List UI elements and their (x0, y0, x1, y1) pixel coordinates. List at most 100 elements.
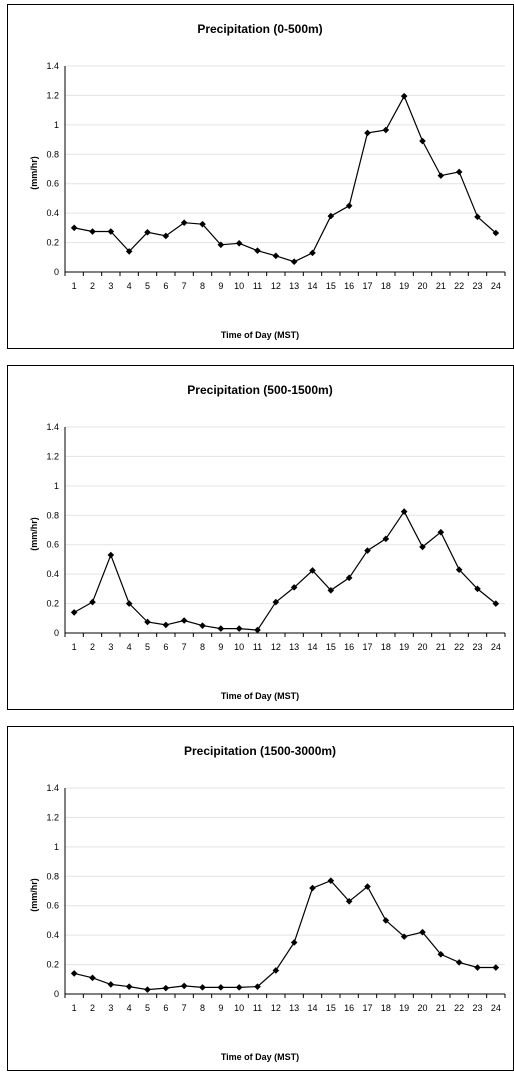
data-point-marker (235, 240, 243, 247)
data-point-marker (144, 986, 151, 993)
data-point-marker (89, 974, 96, 982)
data-point-marker (144, 228, 151, 236)
data-point-marker (474, 585, 481, 593)
x-axis-label: Time of Day (MST) (221, 1052, 299, 1062)
data-point-marker (382, 917, 390, 924)
x-tick-label: 16 (344, 281, 354, 291)
x-tick-label: 9 (218, 1003, 223, 1013)
x-tick-label: 4 (127, 642, 132, 652)
x-tick-label: 23 (472, 281, 482, 291)
x-tick-label: 10 (234, 281, 244, 291)
data-point-marker (290, 939, 298, 946)
y-tick-label: 0.8 (46, 510, 59, 520)
data-point-marker (455, 959, 463, 966)
y-tick-label: 0.6 (46, 540, 59, 550)
x-tick-label: 19 (399, 281, 409, 291)
x-tick-label: 15 (326, 642, 336, 652)
x-tick-label: 17 (362, 642, 372, 652)
data-point-marker (235, 984, 243, 991)
chart-panel-500-1500m: Precipitation (500-1500m) Time of Day (M… (7, 365, 514, 710)
x-tick-label: 16 (344, 1003, 354, 1013)
data-point-marker (345, 574, 353, 582)
y-tick-label: 0.4 (46, 569, 59, 579)
y-tick-label: 1.2 (46, 451, 59, 461)
x-tick-label: 3 (108, 1003, 113, 1013)
x-tick-label: 5 (145, 281, 150, 291)
data-point-marker (492, 229, 500, 237)
y-tick-label: 1.2 (46, 90, 59, 100)
x-tick-label: 18 (381, 1003, 391, 1013)
data-point-marker (272, 252, 280, 260)
data-point-marker (272, 598, 280, 606)
data-point-marker (400, 92, 408, 100)
data-point-marker (309, 567, 316, 574)
x-tick-label: 2 (90, 1003, 95, 1013)
x-tick-label: 13 (289, 281, 299, 291)
data-point-marker (327, 877, 335, 884)
x-tick-label: 4 (127, 1003, 132, 1013)
data-point-marker (455, 168, 463, 176)
x-tick-label: 24 (491, 642, 501, 652)
data-point-marker (309, 884, 316, 892)
data-point-marker (364, 883, 371, 890)
x-tick-label: 8 (200, 281, 205, 291)
data-point-marker (492, 600, 500, 607)
series-line (74, 94, 497, 263)
data-point-marker (382, 126, 390, 134)
y-tick-label: 1.4 (46, 61, 59, 71)
data-point-marker (125, 983, 133, 990)
x-tick-label: 6 (163, 1003, 168, 1013)
y-tick-label: 0.8 (46, 149, 59, 159)
data-point-marker (345, 898, 353, 905)
data-point-marker (162, 232, 170, 240)
x-tick-label: 18 (381, 642, 391, 652)
y-tick-label: 0.6 (46, 179, 59, 189)
x-tick-label: 20 (417, 281, 427, 291)
x-tick-label: 2 (90, 281, 95, 291)
x-tick-label: 7 (182, 642, 187, 652)
y-axis-label: (mm/hr) (29, 878, 39, 912)
data-point-marker (199, 984, 206, 991)
data-point-marker (70, 609, 78, 616)
data-point-marker (144, 618, 151, 626)
data-point-marker (345, 202, 353, 210)
data-point-marker (107, 551, 115, 559)
chart-title: Precipitation (1500-3000m) (184, 744, 336, 758)
x-tick-label: 6 (163, 642, 168, 652)
y-tick-label: 0.4 (46, 930, 59, 940)
x-tick-label: 9 (218, 281, 223, 291)
y-tick-label: 0 (54, 267, 59, 277)
x-tick-label: 21 (436, 642, 446, 652)
data-point-marker (364, 547, 371, 554)
x-tick-label: 11 (253, 1003, 262, 1013)
y-axis-label: (mm/hr) (29, 156, 39, 190)
y-axis-label: (mm/hr) (29, 517, 39, 551)
y-tick-label: 1 (54, 842, 59, 852)
data-point-marker (217, 625, 225, 632)
x-tick-label: 3 (108, 642, 113, 652)
data-point-marker (217, 984, 225, 991)
x-tick-label: 11 (253, 642, 262, 652)
data-point-marker (474, 213, 481, 221)
data-point-marker (180, 982, 188, 990)
y-tick-label: 1 (54, 120, 59, 130)
x-tick-label: 23 (472, 1003, 482, 1013)
x-tick-label: 1 (72, 1003, 77, 1013)
data-point-marker (290, 258, 298, 265)
x-tick-label: 20 (417, 1003, 427, 1013)
x-tick-label: 2 (90, 642, 95, 652)
x-tick-label: 19 (399, 642, 409, 652)
x-tick-label: 18 (381, 281, 391, 291)
chart-svg-1500-3000m: Precipitation (1500-3000m) Time of Day (… (29, 744, 506, 1062)
data-point-marker (419, 543, 426, 551)
data-point-marker (254, 983, 261, 990)
x-tick-label: 14 (307, 1003, 317, 1013)
data-point-marker (125, 248, 133, 255)
chart-title: Precipitation (0-500m) (197, 22, 322, 36)
x-tick-label: 16 (344, 642, 354, 652)
x-tick-label: 12 (271, 642, 281, 652)
x-tick-label: 15 (326, 1003, 336, 1013)
x-tick-label: 8 (200, 1003, 205, 1013)
y-tick-label: 0.4 (46, 208, 59, 218)
x-tick-label: 22 (454, 642, 464, 652)
